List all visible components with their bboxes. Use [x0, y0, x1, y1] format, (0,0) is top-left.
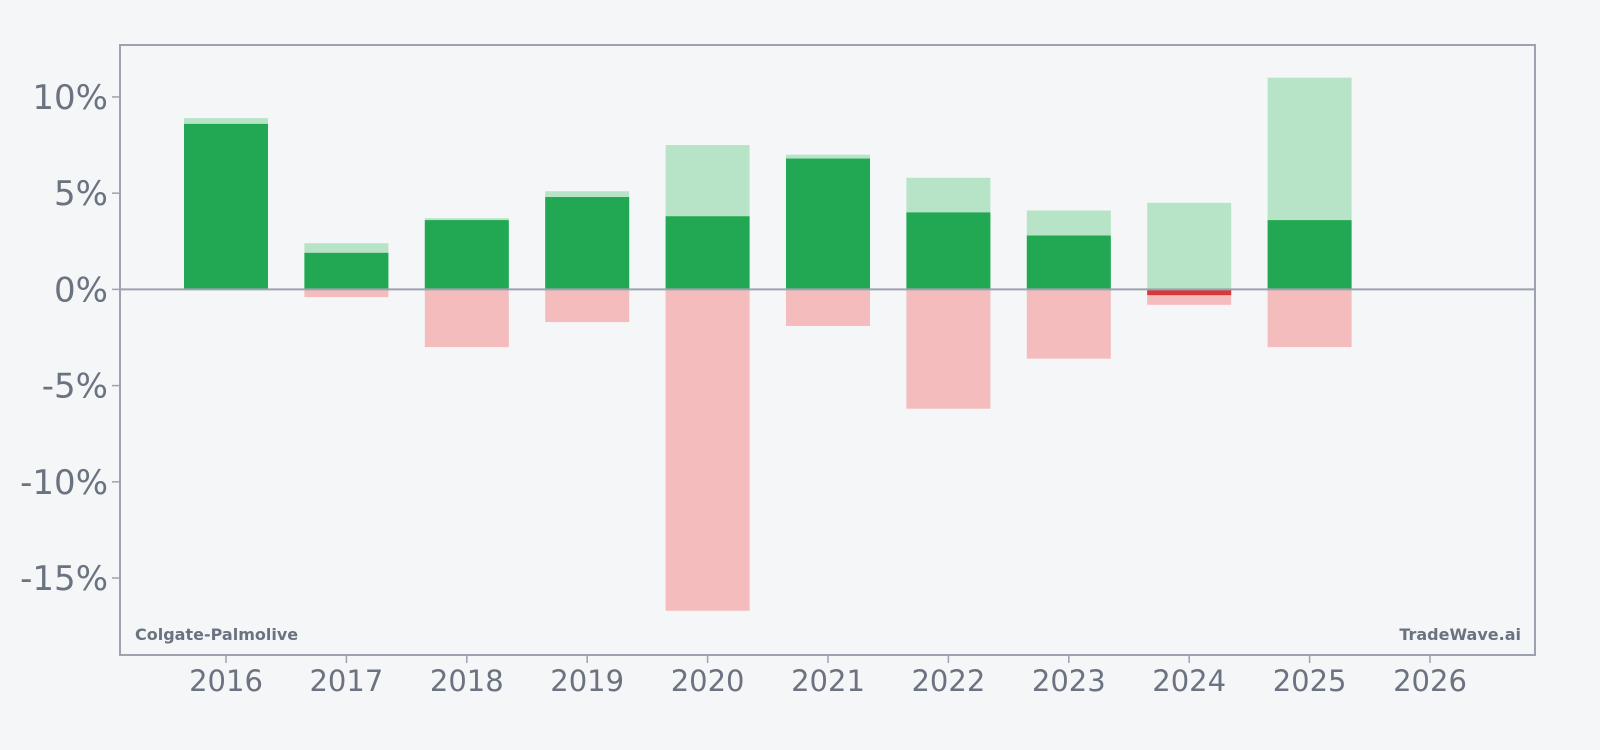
net-return-bar-2017	[304, 252, 389, 290]
x-tick-label: 2018	[430, 664, 504, 698]
loss-range-bar-2018	[424, 289, 509, 348]
x-tick-label: 2025	[1273, 664, 1347, 698]
net-return-bar-2019	[545, 197, 630, 290]
y-tick-label: -5%	[42, 367, 108, 407]
x-tick-label: 2017	[309, 664, 383, 698]
loss-range-bar-2023	[1026, 289, 1111, 359]
loss-range-bar-2019	[545, 289, 630, 323]
ticker-name-label: Colgate-Palmolive	[135, 625, 298, 644]
net-return-bar-2018	[424, 220, 509, 290]
loss-range-bar-2022	[906, 289, 991, 409]
x-tick-label: 2016	[189, 664, 263, 698]
x-tick-label: 2024	[1152, 664, 1226, 698]
x-tick-label: 2021	[791, 664, 865, 698]
loss-range-bar-2017	[304, 289, 389, 298]
labels-layer: 10% 5% 0% -5% -10% -15% 2016 2017 2018 2019 2020 20…	[20, 78, 1467, 698]
net-return-bar-2020	[665, 216, 750, 290]
x-tick-label: 2026	[1393, 664, 1467, 698]
y-tick-label: -10%	[20, 463, 108, 503]
net-return-bar-2021	[786, 158, 870, 290]
loss-range-bar-2021	[786, 289, 870, 326]
bars-layer	[184, 77, 1352, 611]
net-return-bar-2024	[1147, 289, 1232, 296]
loss-range-bar-2025	[1267, 289, 1352, 348]
gain-range-bar-2024	[1147, 202, 1232, 290]
net-return-bar-2016	[184, 123, 268, 290]
net-return-bar-2023	[1026, 235, 1111, 290]
y-tick-label: -15%	[20, 559, 108, 599]
x-tick-label: 2023	[1032, 664, 1106, 698]
net-return-bar-2025	[1267, 220, 1352, 290]
y-tick-label: 5%	[54, 174, 108, 214]
loss-range-bar-2020	[665, 289, 750, 611]
axis-layer	[112, 44, 1536, 663]
brand-watermark: TradeWave.ai	[1399, 625, 1521, 644]
x-tick-label: 2022	[911, 664, 985, 698]
net-return-bar-2022	[906, 212, 991, 290]
x-tick-label: 2019	[550, 664, 624, 698]
x-tick-label: 2020	[671, 664, 745, 698]
y-tick-label: 0%	[54, 270, 108, 310]
y-tick-label: 10%	[32, 78, 108, 118]
